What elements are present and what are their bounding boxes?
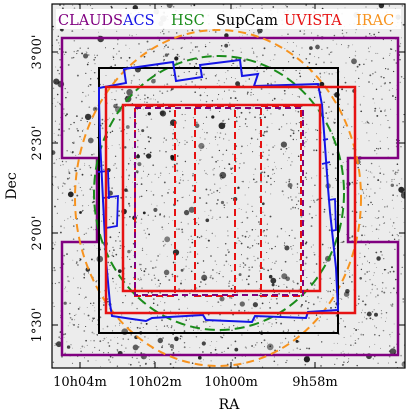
supcam-footprint bbox=[98, 67, 339, 334]
acs-footprint bbox=[98, 58, 340, 324]
uvista-deep-footprint bbox=[104, 85, 357, 315]
legend-hsc: HSC bbox=[171, 13, 205, 29]
survey-footprints bbox=[60, 29, 400, 367]
clauds-footprint bbox=[60, 36, 400, 357]
uvista-ultradeep-strips bbox=[134, 105, 302, 297]
x-tick-label: 9h58m bbox=[292, 375, 338, 390]
legend-background bbox=[56, 9, 401, 29]
y-tick-labels: 3°00' 2°30' 2°00' 1°30' bbox=[30, 35, 45, 343]
hsc-footprint bbox=[93, 55, 345, 331]
x-tick-label: 10h00m bbox=[204, 375, 258, 390]
x-axis-label: RA bbox=[219, 397, 241, 413]
y-tick-label: 3°00' bbox=[30, 35, 45, 70]
legend-clauds: CLAUDS bbox=[58, 13, 123, 29]
x-tick-label: 10h04m bbox=[53, 375, 107, 390]
acs-tile-edges bbox=[97, 138, 337, 232]
irac-footprint bbox=[74, 29, 362, 367]
y-tick-label: 2°30' bbox=[30, 126, 45, 161]
legend: CLAUDS ACS HSC SupCam UVISTA IRAC bbox=[58, 13, 394, 29]
y-axis-label: Dec bbox=[4, 172, 20, 200]
plot-frame bbox=[51, 3, 406, 369]
x-tick-label: 10h02m bbox=[128, 375, 182, 390]
y-tick-label: 2°00' bbox=[30, 216, 45, 251]
legend-acs: ACS bbox=[122, 13, 155, 29]
legend-supcam: SupCam bbox=[216, 13, 278, 29]
legend-irac: IRAC bbox=[356, 13, 394, 29]
clauds-deep-footprint bbox=[134, 107, 304, 296]
y-tick-label: 1°30' bbox=[30, 308, 45, 343]
x-tick-labels: 10h04m 10h02m 10h00m 9h58m bbox=[53, 375, 338, 390]
legend-uvista: UVISTA bbox=[284, 13, 342, 29]
